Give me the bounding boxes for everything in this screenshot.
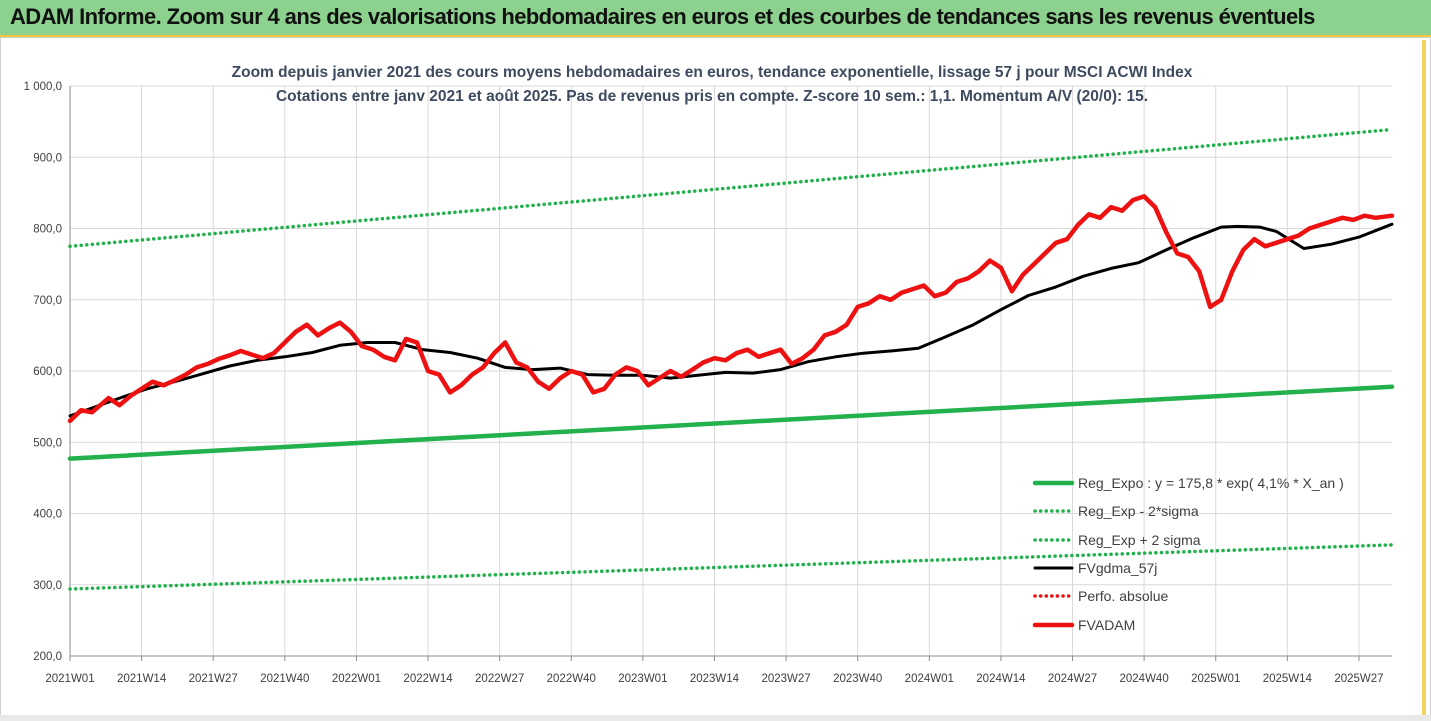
x-tick-label: 2022W14 xyxy=(403,673,453,685)
x-tick-label: 2023W40 xyxy=(833,673,882,685)
report-banner: ADAM Informe. Zoom sur 4 ans des valoris… xyxy=(0,0,1431,37)
x-tick-label: 2021W40 xyxy=(260,673,309,685)
legend-label: FVgdma_57j xyxy=(1078,560,1157,576)
legend-label: Reg_Exp - 2*sigma xyxy=(1078,503,1199,519)
y-tick-label: 500,0 xyxy=(33,437,62,449)
y-tick-label: 1 000,0 xyxy=(24,81,62,93)
legend-label: Reg_Exp + 2 sigma xyxy=(1078,532,1201,548)
x-tick-label: 2025W14 xyxy=(1263,673,1313,685)
x-tick-label: 2021W01 xyxy=(45,673,94,685)
gridlines xyxy=(69,85,1392,657)
chart-title: Zoom depuis janvier 2021 des cours moyen… xyxy=(232,64,1193,105)
legend-label: Reg_Expo : y = 175,8 * exp( 4,1% * X_an … xyxy=(1078,475,1344,491)
x-tick-label: 2022W27 xyxy=(475,673,524,685)
legend-label: FVADAM xyxy=(1078,617,1135,633)
y-tick-label: 300,0 xyxy=(33,580,62,592)
y-tick-label: 800,0 xyxy=(33,224,62,236)
y-tick-label: 200,0 xyxy=(33,651,62,663)
report-title: ADAM Informe. Zoom sur 4 ans des valoris… xyxy=(10,4,1315,29)
axes: 200,0 300,0 400,0 500,0 600,0 700,0 800,0 900,0… xyxy=(24,81,1392,685)
y-tick-label: 900,0 xyxy=(33,152,62,164)
x-tick-label: 2022W01 xyxy=(332,673,381,685)
x-tick-label: 2023W27 xyxy=(761,673,810,685)
series-line-3 xyxy=(68,222,1394,418)
x-tick-label: 2024W14 xyxy=(976,673,1026,685)
x-tick-label: 2024W40 xyxy=(1120,673,1169,685)
chart-title-line-1: Zoom depuis janvier 2021 des cours moyen… xyxy=(232,64,1193,81)
y-tick-label: 600,0 xyxy=(33,366,62,378)
series-line-5 xyxy=(67,194,1395,424)
series-line-0 xyxy=(67,384,1395,461)
legend-label: Perfo. absolue xyxy=(1078,588,1168,604)
frame-bottom-edge xyxy=(0,715,1431,721)
x-tick-label: 2023W14 xyxy=(690,673,740,685)
x-tick-label: 2024W01 xyxy=(905,673,954,685)
x-tick-label: 2024W27 xyxy=(1048,673,1097,685)
x-tick-label: 2021W14 xyxy=(117,673,167,685)
x-tick-label: 2025W27 xyxy=(1334,673,1383,685)
x-tick-label: 2021W27 xyxy=(189,673,238,685)
legend: Reg_Expo : y = 175,8 * exp( 4,1% * X_an … xyxy=(1032,475,1344,633)
x-tick-label: 2025W01 xyxy=(1191,673,1240,685)
y-tick-label: 400,0 xyxy=(33,509,62,521)
series-line-1 xyxy=(68,543,1394,591)
x-tick-label: 2022W40 xyxy=(547,673,596,685)
x-tick-label: 2023W01 xyxy=(618,673,667,685)
y-tick-label: 700,0 xyxy=(33,295,62,307)
frame-right-edge xyxy=(1422,40,1426,715)
series-lines xyxy=(67,127,1395,591)
chart-title-line-2: Cotations entre janv 2021 et août 2025. … xyxy=(276,88,1148,105)
